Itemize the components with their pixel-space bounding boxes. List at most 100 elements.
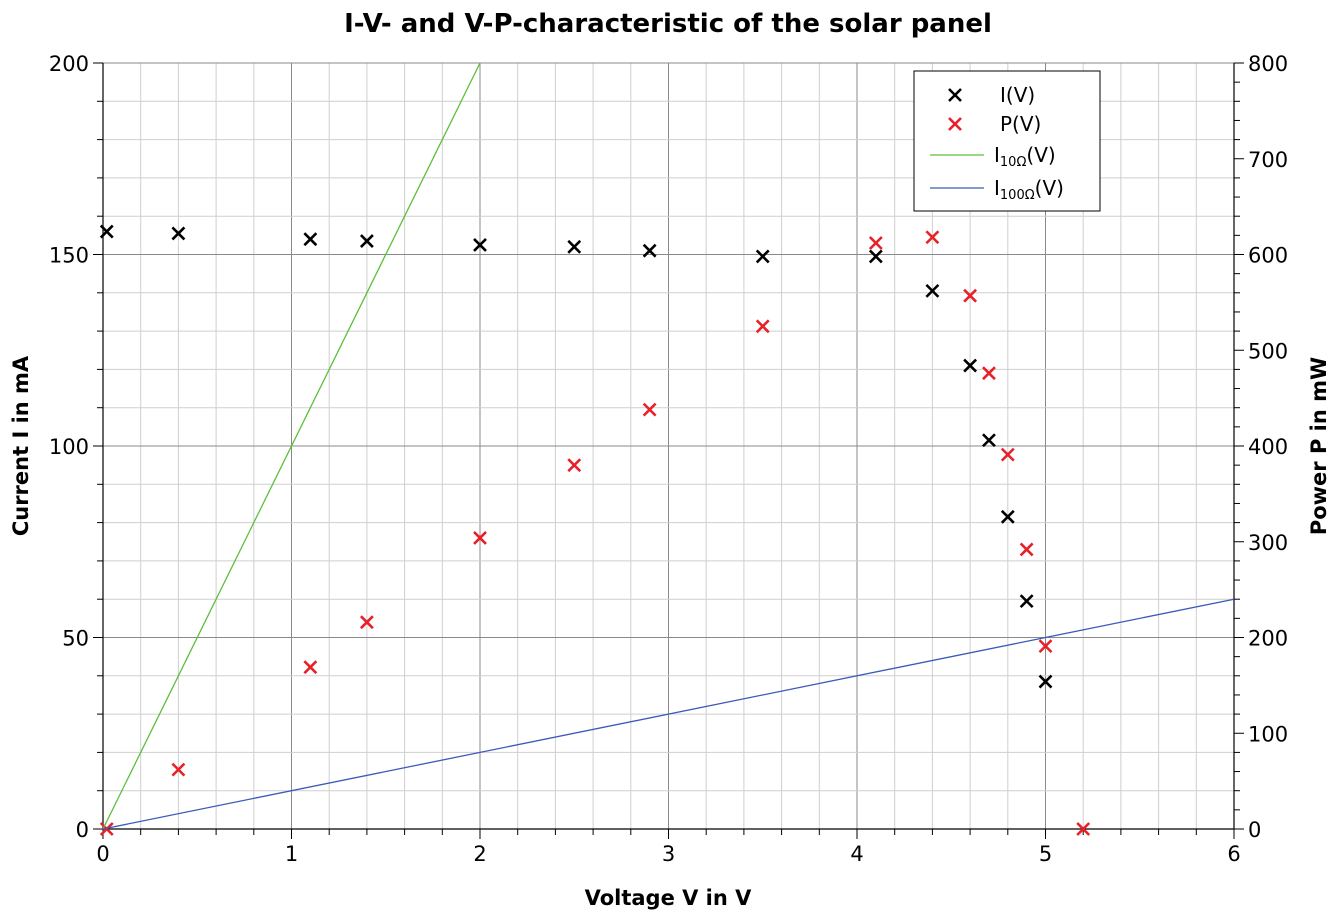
series-1-point xyxy=(99,822,114,836)
point-stroke xyxy=(171,762,186,777)
point-stroke xyxy=(925,230,940,245)
series-1-point xyxy=(982,366,996,381)
point-stroke xyxy=(868,236,883,250)
series-0-point xyxy=(359,234,374,249)
legend-marker-pv xyxy=(948,117,962,131)
y-left-tick-label: 100 xyxy=(49,435,89,459)
axes xyxy=(93,62,1244,839)
point-stroke xyxy=(473,531,487,545)
series-1-point xyxy=(359,615,374,630)
series-1-point xyxy=(171,762,186,777)
point-stroke xyxy=(359,615,374,630)
series-1-point xyxy=(963,288,978,303)
y-right-tick-label: 800 xyxy=(1248,52,1288,76)
legend: I(V) P(V) I10Ω(V) I100Ω(V) xyxy=(913,70,1101,212)
y-left-tick-label: 150 xyxy=(49,244,89,268)
y-right-tick-label: 0 xyxy=(1248,818,1261,842)
point-stroke xyxy=(1019,594,1034,609)
point-stroke xyxy=(642,402,657,417)
y-left-tick-label: 200 xyxy=(49,52,89,76)
series-1-point xyxy=(567,458,582,473)
x-tick-label: 2 xyxy=(473,842,486,866)
series-1-point xyxy=(925,230,940,245)
point-stroke xyxy=(567,239,582,254)
point-stroke xyxy=(99,224,114,239)
point-stroke xyxy=(1076,822,1091,836)
point-stroke xyxy=(982,366,996,381)
x-tick-label: 0 xyxy=(96,842,109,866)
x-tick-label: 3 xyxy=(662,842,675,866)
y-right-tick-label: 100 xyxy=(1248,722,1288,746)
tick-labels: 0 1 2 3 4 5 6050100150200010020030040050060070… xyxy=(49,52,1288,866)
y-right-tick-label: 700 xyxy=(1248,148,1288,172)
legend-label-i100: I100Ω(V) xyxy=(994,176,1064,203)
point-stroke xyxy=(303,660,318,675)
legend-label-i10: I10Ω(V) xyxy=(994,143,1056,170)
y-axis-right-label: Power P in mW xyxy=(1307,357,1331,535)
x-tick-label: 4 xyxy=(850,842,863,866)
series-1-point xyxy=(303,660,318,675)
point-stroke xyxy=(755,249,770,264)
series-2-line xyxy=(102,62,481,830)
series-0-point xyxy=(567,239,582,254)
point-stroke xyxy=(755,319,770,334)
series-0-point xyxy=(868,249,883,264)
series-0-point xyxy=(925,283,940,298)
series-1-point xyxy=(1000,447,1015,462)
point-stroke xyxy=(642,243,657,258)
series-1-point xyxy=(1019,542,1034,557)
legend-label-pv: P(V) xyxy=(1000,112,1041,136)
y-right-tick-label: 300 xyxy=(1248,531,1288,555)
series-0-point xyxy=(1038,674,1053,689)
series-1-point xyxy=(642,402,657,417)
point-stroke xyxy=(1019,542,1034,557)
point-stroke xyxy=(982,433,996,448)
point-stroke xyxy=(171,226,186,241)
series-0-point xyxy=(171,226,186,241)
series-1-point xyxy=(1076,822,1091,836)
y-right-tick-label: 500 xyxy=(1248,339,1288,363)
legend-marker-iv xyxy=(948,88,962,102)
series-0-point xyxy=(755,249,770,264)
grid xyxy=(102,62,1235,830)
series-0-point xyxy=(1000,509,1015,524)
y-right-tick-label: 400 xyxy=(1248,435,1288,459)
point-stroke xyxy=(963,288,978,303)
series-0-point xyxy=(642,243,657,258)
point-stroke xyxy=(567,458,582,473)
series-0-point xyxy=(982,433,996,448)
x-tick-label: 6 xyxy=(1227,842,1240,866)
point-stroke xyxy=(303,232,318,247)
x-tick-label: 1 xyxy=(285,842,298,866)
y-right-tick-label: 200 xyxy=(1248,627,1288,651)
point-stroke xyxy=(473,238,487,252)
x-axis-label: Voltage V in V xyxy=(585,886,753,910)
y-axis-left-label: Current I in mA xyxy=(9,355,33,536)
chart-title: I-V- and V-P-characteristic of the solar… xyxy=(344,9,992,39)
point-stroke xyxy=(359,234,374,249)
point-stroke xyxy=(1000,447,1015,462)
point-stroke xyxy=(868,249,883,264)
series-1-point xyxy=(868,236,883,250)
x-tick-label: 5 xyxy=(1039,842,1052,866)
y-left-tick-label: 0 xyxy=(76,818,89,842)
point-stroke xyxy=(1000,509,1015,524)
series-0-point xyxy=(1019,594,1034,609)
series-3-line xyxy=(102,598,1235,830)
legend-label-iv: I(V) xyxy=(1000,83,1035,107)
series-1-point xyxy=(755,319,770,334)
series-1-point xyxy=(1038,639,1053,654)
series-0-point xyxy=(99,224,114,239)
series-0-point xyxy=(963,358,978,373)
y-right-tick-label: 600 xyxy=(1248,244,1288,268)
series-0-point xyxy=(473,238,487,252)
series-layer xyxy=(99,62,1235,836)
point-stroke xyxy=(99,822,114,836)
point-stroke xyxy=(963,358,978,373)
series-0-point xyxy=(303,232,318,247)
series-1-point xyxy=(473,531,487,545)
point-stroke xyxy=(1038,639,1053,654)
y-left-tick-label: 50 xyxy=(62,627,89,651)
point-stroke xyxy=(1038,674,1053,689)
